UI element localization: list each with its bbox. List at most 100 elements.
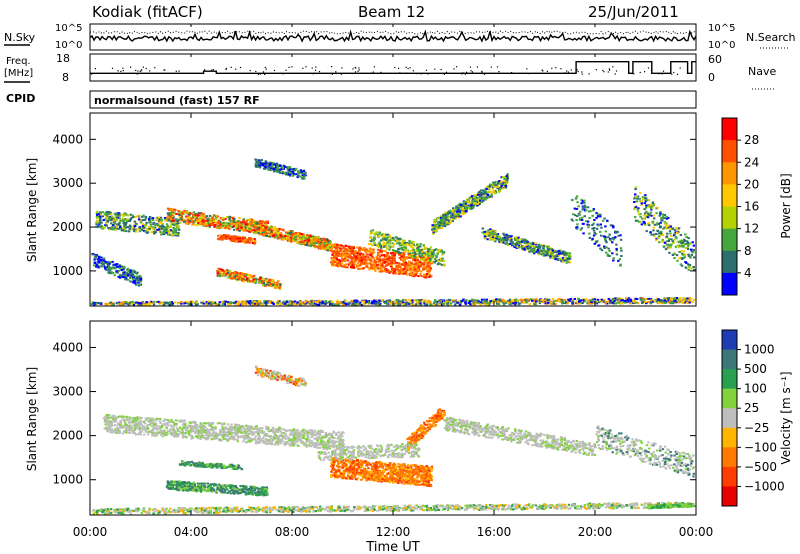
echo-cell bbox=[605, 300, 609, 303]
echo-cell bbox=[328, 242, 331, 245]
echo-cell bbox=[381, 244, 384, 247]
echo-cell bbox=[422, 254, 425, 257]
echo-cell bbox=[683, 299, 686, 302]
nave-dot bbox=[560, 68, 562, 70]
echo-cell bbox=[422, 244, 425, 247]
echo-cell bbox=[133, 225, 137, 227]
echo-cell bbox=[242, 273, 245, 276]
echo-cell bbox=[166, 215, 170, 218]
echo-cell bbox=[410, 253, 413, 255]
echo-cell bbox=[494, 240, 497, 243]
echo-cell bbox=[195, 220, 198, 223]
echo-cell bbox=[425, 247, 428, 250]
echo-cell bbox=[383, 270, 386, 273]
echo-cell bbox=[185, 210, 188, 213]
echo-cell bbox=[396, 242, 399, 245]
echo-cell bbox=[395, 261, 398, 264]
echo-cell bbox=[368, 247, 371, 250]
echo-cell bbox=[393, 243, 396, 246]
echo-cell bbox=[473, 202, 477, 205]
echo-cell bbox=[426, 272, 429, 275]
nave-dot bbox=[239, 66, 242, 69]
echo-cell bbox=[258, 281, 261, 284]
echo-cell bbox=[237, 277, 240, 280]
echo-cell bbox=[461, 207, 464, 210]
echo-cell bbox=[163, 228, 167, 231]
echo-cell bbox=[132, 216, 135, 218]
echo-cell bbox=[287, 230, 290, 233]
echo-cell bbox=[255, 222, 259, 225]
echo-cell bbox=[119, 224, 122, 227]
echo-cell bbox=[96, 215, 100, 218]
echo-cell bbox=[199, 223, 202, 226]
echo-cell bbox=[302, 237, 305, 240]
echo-cell bbox=[180, 217, 183, 220]
echo-cell bbox=[310, 302, 314, 305]
echo-cell bbox=[147, 228, 151, 231]
echo-cell bbox=[158, 221, 161, 224]
echo-cell bbox=[337, 254, 340, 257]
echo-cell bbox=[449, 214, 453, 217]
echo-cell bbox=[242, 221, 245, 224]
echo-cell bbox=[251, 230, 254, 233]
echo-cell bbox=[172, 227, 175, 230]
echo-cell bbox=[117, 227, 121, 230]
echo-cell bbox=[331, 260, 334, 263]
echo-cell bbox=[146, 228, 149, 231]
echo-cell bbox=[264, 300, 267, 303]
echo-cell bbox=[416, 243, 419, 246]
echo-cell bbox=[171, 302, 175, 305]
echo-cell bbox=[134, 223, 138, 226]
echo-cell bbox=[177, 224, 180, 227]
echo-cell bbox=[511, 243, 514, 246]
echo-cell bbox=[238, 274, 241, 277]
echo-cell bbox=[317, 236, 320, 239]
echo-cell bbox=[99, 211, 102, 214]
echo-cell bbox=[160, 217, 163, 220]
echo-cell bbox=[174, 228, 177, 231]
echo-cell bbox=[233, 275, 236, 278]
echo-cell bbox=[335, 246, 338, 249]
echo-cell bbox=[410, 273, 413, 276]
echo-cell bbox=[373, 262, 377, 265]
echo-cell bbox=[342, 301, 345, 304]
freq-label-line2: [MHz] bbox=[4, 68, 33, 79]
echo-cell bbox=[571, 302, 574, 305]
echo-cell bbox=[426, 250, 430, 253]
echo-cell bbox=[485, 300, 488, 302]
echo-cell bbox=[497, 303, 501, 306]
echo-cell bbox=[415, 302, 419, 304]
echo-cell bbox=[572, 300, 575, 303]
echo-cell bbox=[425, 302, 429, 305]
echo-cell bbox=[575, 302, 578, 305]
echo-cell bbox=[678, 301, 681, 304]
echo-cell bbox=[310, 240, 313, 243]
echo-cell bbox=[537, 251, 540, 254]
echo-cell bbox=[126, 220, 129, 223]
echo-cell bbox=[190, 217, 193, 220]
echo-cell bbox=[275, 303, 279, 305]
echo-cell bbox=[373, 302, 376, 305]
echo-cell bbox=[512, 299, 515, 302]
echo-cell bbox=[276, 300, 280, 303]
echo-cell bbox=[443, 225, 447, 228]
echo-cell bbox=[380, 262, 383, 265]
echo-cell bbox=[438, 303, 441, 306]
echo-cell bbox=[449, 302, 453, 305]
echo-cell bbox=[266, 283, 269, 286]
echo-cell bbox=[289, 237, 293, 239]
echo-cell bbox=[256, 224, 259, 227]
echo-cell bbox=[294, 232, 298, 234]
echo-cell bbox=[394, 266, 398, 269]
echo-cell bbox=[427, 254, 430, 257]
echo-cell bbox=[216, 215, 219, 218]
echo-cell bbox=[206, 224, 210, 227]
echo-cell bbox=[408, 302, 411, 305]
echo-cell bbox=[144, 215, 147, 218]
echo-cell bbox=[385, 238, 388, 241]
echo-cell bbox=[415, 266, 418, 269]
echo-cell bbox=[110, 222, 113, 225]
echo-cell bbox=[618, 297, 622, 300]
echo-cell bbox=[342, 259, 345, 262]
echo-cell bbox=[405, 270, 408, 273]
